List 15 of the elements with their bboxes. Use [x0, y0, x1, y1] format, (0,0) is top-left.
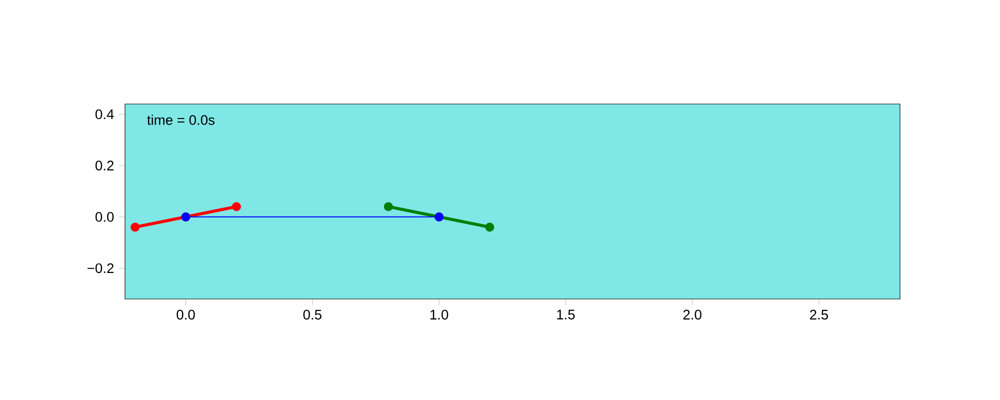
- point: [384, 202, 393, 212]
- y-tick-label: −0.2: [88, 263, 114, 274]
- point: [130, 222, 140, 232]
- y-tick-label: 0.2: [96, 160, 114, 170]
- x-tick-label: 2.5: [810, 310, 828, 320]
- x-tick-label: 0.0: [176, 310, 195, 320]
- y-tick-label: 0.4: [96, 109, 114, 120]
- x-tick-label: 2.0: [683, 310, 702, 320]
- point: [232, 202, 241, 212]
- y-tick-label: 0.0: [96, 212, 114, 222]
- annotation: time = 0.0s: [147, 114, 214, 125]
- point: [485, 222, 494, 232]
- x-tick-label: 1.0: [430, 310, 448, 320]
- x-tick-label: 0.5: [303, 310, 322, 320]
- x-tick-label: 1.5: [557, 310, 575, 320]
